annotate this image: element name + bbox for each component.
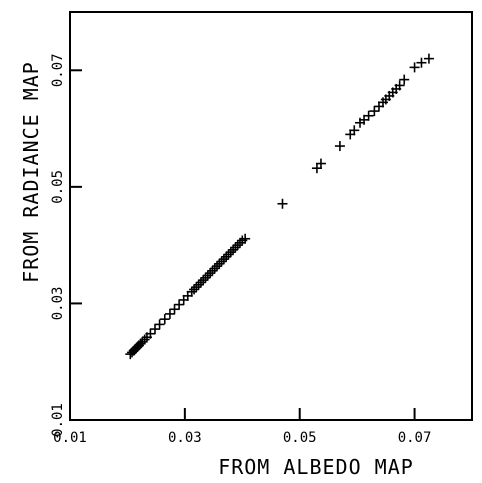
data-point	[315, 158, 326, 169]
data-point	[363, 110, 374, 121]
x-tick-label: 0.01	[53, 430, 87, 446]
data-point	[169, 304, 180, 315]
data-point	[139, 334, 150, 345]
data-point	[159, 314, 170, 325]
data-points	[125, 53, 434, 360]
x-tick-label: 0.05	[283, 430, 317, 446]
data-point	[209, 263, 220, 274]
data-point	[423, 53, 434, 64]
data-point	[205, 268, 216, 279]
data-point	[149, 324, 160, 335]
data-point	[214, 258, 225, 269]
data-point	[228, 244, 239, 255]
x-axis-title: FROM ALBEDO MAP	[218, 455, 414, 479]
data-point	[174, 299, 185, 310]
data-point	[349, 125, 360, 136]
data-point	[277, 198, 288, 209]
data-point	[137, 336, 148, 347]
data-point	[416, 57, 427, 68]
data-point	[334, 141, 345, 152]
data-point	[186, 286, 197, 297]
data-point	[191, 282, 202, 293]
data-point	[212, 261, 223, 272]
data-point	[394, 80, 405, 91]
data-point	[193, 279, 204, 290]
data-point	[145, 328, 156, 339]
data-point	[218, 254, 229, 265]
x-tick-label: 0.03	[168, 430, 202, 446]
data-point	[234, 237, 245, 248]
data-point	[232, 240, 243, 251]
data-point	[189, 284, 200, 295]
data-point	[195, 277, 206, 288]
data-point	[164, 308, 175, 319]
data-point	[200, 272, 211, 283]
data-point	[202, 270, 213, 281]
data-point	[369, 106, 380, 117]
data-point	[230, 242, 241, 253]
data-point	[399, 74, 410, 85]
data-point	[409, 62, 420, 73]
data-point	[223, 249, 234, 260]
x-axis-ticks: 0.01 0.03 0.05 0.07	[53, 408, 431, 446]
data-point	[221, 251, 232, 262]
y-tick-label: 0.03	[50, 287, 66, 321]
data-point	[216, 256, 227, 267]
data-point	[198, 275, 209, 286]
data-point	[225, 247, 236, 258]
y-tick-label: 0.01	[50, 403, 66, 437]
data-point	[207, 265, 218, 276]
data-point	[154, 319, 165, 330]
y-axis-title: FROM RADIANCE MAP	[19, 61, 43, 283]
y-tick-label: 0.07	[50, 53, 66, 87]
y-axis-ticks: 0.01 0.03 0.05 0.07	[50, 53, 82, 437]
data-point	[240, 233, 251, 244]
x-tick-label: 0.07	[398, 430, 432, 446]
plot-frame	[69, 11, 473, 421]
y-tick-label: 0.05	[50, 170, 66, 204]
